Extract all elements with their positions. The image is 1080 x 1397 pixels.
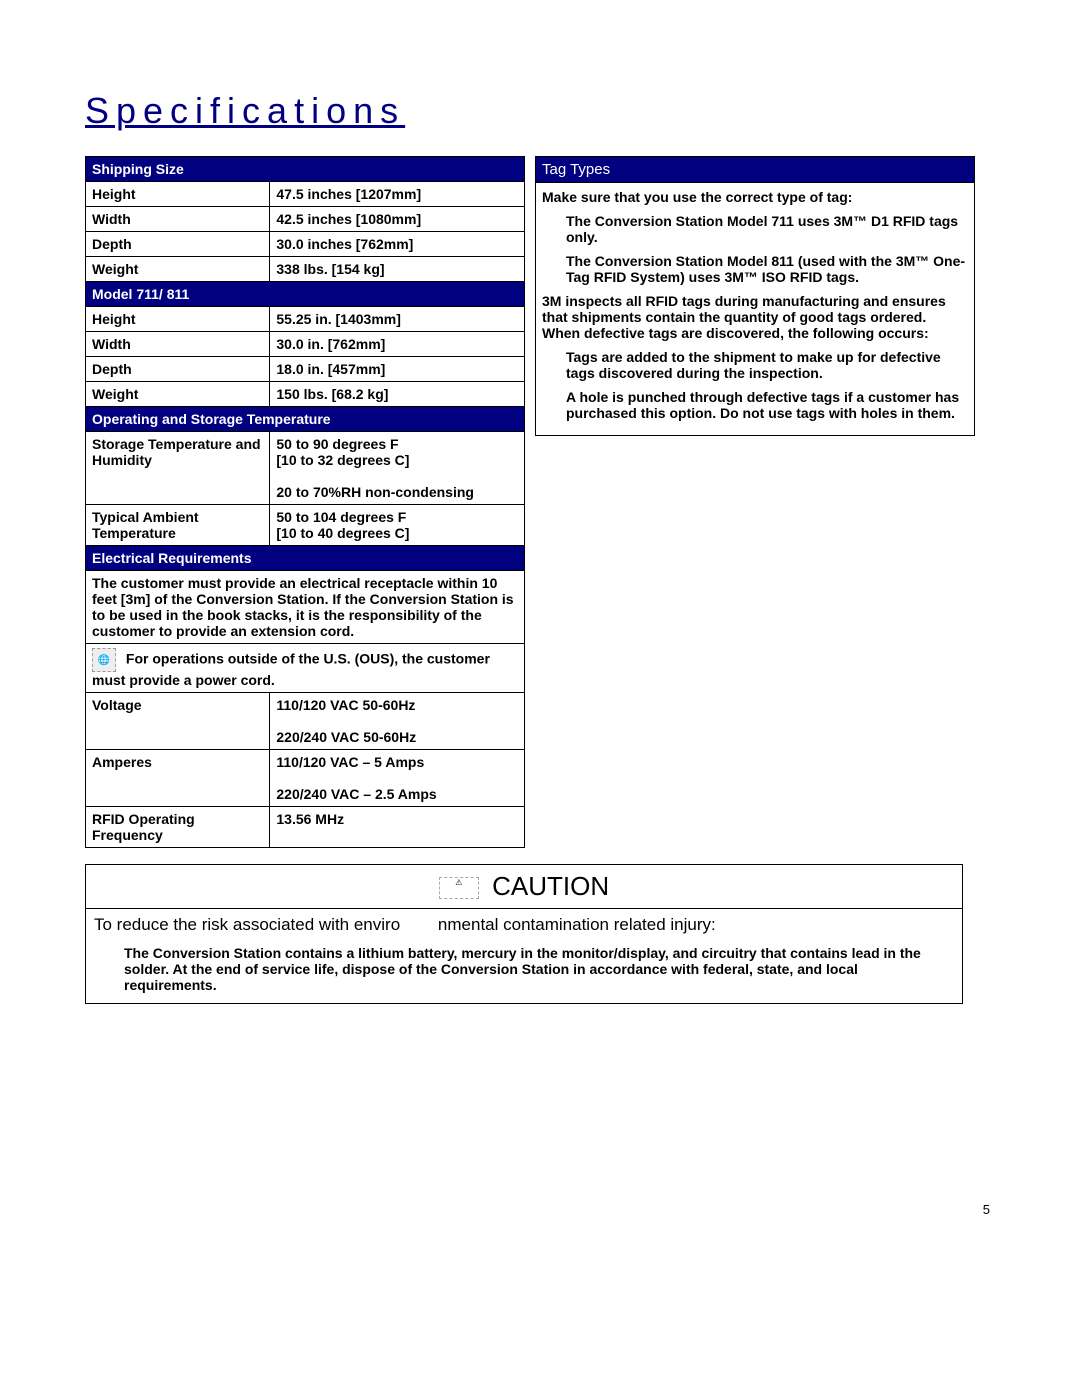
caution-body: To reduce the risk associated with envir… xyxy=(86,909,962,1003)
electrical-note-2: For operations outside of the U.S. (OUS)… xyxy=(92,651,490,688)
spec-label: Weight xyxy=(86,382,270,407)
table-row: The customer must provide an electrical … xyxy=(86,571,525,644)
spec-label: Depth xyxy=(86,357,270,382)
spec-value: 338 lbs. [154 kg] xyxy=(270,257,525,282)
caution-box: ⚠ CAUTION To reduce the risk associated … xyxy=(85,864,963,1004)
tag-p6: A hole is punched through defective tags… xyxy=(542,389,968,421)
section-header-temp: Operating and Storage Temperature xyxy=(86,407,525,432)
globe-icon: 🌐 xyxy=(92,648,116,672)
caution-lead: To reduce the risk associated with envir… xyxy=(94,915,954,935)
spec-label: Voltage xyxy=(86,693,270,750)
section-header-electrical: Electrical Requirements xyxy=(86,546,525,571)
table-row: Voltage110/120 VAC 50-60Hz 220/240 VAC 5… xyxy=(86,693,525,750)
spec-value: 50 to 104 degrees F [10 to 40 degrees C] xyxy=(270,505,525,546)
section-header-shipping: Shipping Size xyxy=(86,157,525,182)
tag-p5: Tags are added to the shipment to make u… xyxy=(542,349,968,381)
table-row: 🌐 For operations outside of the U.S. (OU… xyxy=(86,644,525,693)
table-row: Storage Temperature and Humidity50 to 90… xyxy=(86,432,525,505)
tag-p1: Make sure that you use the correct type … xyxy=(542,189,968,205)
spec-value: 50 to 90 degrees F [10 to 32 degrees C] … xyxy=(270,432,525,505)
table-row: Amperes110/120 VAC – 5 Amps 220/240 VAC … xyxy=(86,750,525,807)
right-column: Tag Types Make sure that you use the cor… xyxy=(535,156,975,848)
spec-label: Width xyxy=(86,332,270,357)
spec-value: 13.56 MHz xyxy=(270,807,525,848)
caution-header: ⚠ CAUTION xyxy=(86,865,962,909)
table-row: Width42.5 inches [1080mm] xyxy=(86,207,525,232)
spec-value: 30.0 in. [762mm] xyxy=(270,332,525,357)
table-row: Height47.5 inches [1207mm] xyxy=(86,182,525,207)
spec-value: 47.5 inches [1207mm] xyxy=(270,182,525,207)
table-row: Depth18.0 in. [457mm] xyxy=(86,357,525,382)
spec-value: 30.0 inches [762mm] xyxy=(270,232,525,257)
spec-columns: Shipping Size Height47.5 inches [1207mm]… xyxy=(85,156,995,848)
spec-label: Amperes xyxy=(86,750,270,807)
spec-label: RFID Operating Frequency xyxy=(86,807,270,848)
section-header-tagtypes: Tag Types xyxy=(535,156,975,183)
spec-table-left: Shipping Size Height47.5 inches [1207mm]… xyxy=(85,156,525,848)
spec-label: Weight xyxy=(86,257,270,282)
page-number: 5 xyxy=(983,1202,990,1217)
table-row: Depth30.0 inches [762mm] xyxy=(86,232,525,257)
table-row: RFID Operating Frequency13.56 MHz xyxy=(86,807,525,848)
caution-detail: The Conversion Station contains a lithiu… xyxy=(94,945,954,993)
table-row: Typical Ambient Temperature50 to 104 deg… xyxy=(86,505,525,546)
table-row: Height55.25 in. [1403mm] xyxy=(86,307,525,332)
spec-label: Width xyxy=(86,207,270,232)
spec-value: 110/120 VAC 50-60Hz 220/240 VAC 50-60Hz xyxy=(270,693,525,750)
table-row: Weight150 lbs. [68.2 kg] xyxy=(86,382,525,407)
electrical-note-2-row: 🌐 For operations outside of the U.S. (OU… xyxy=(86,644,525,693)
table-row: Width30.0 in. [762mm] xyxy=(86,332,525,357)
spec-value: 42.5 inches [1080mm] xyxy=(270,207,525,232)
spec-value: 110/120 VAC – 5 Amps 220/240 VAC – 2.5 A… xyxy=(270,750,525,807)
spec-label: Depth xyxy=(86,232,270,257)
left-column: Shipping Size Height47.5 inches [1207mm]… xyxy=(85,156,525,848)
spec-label: Height xyxy=(86,307,270,332)
tag-p2: The Conversion Station Model 711 uses 3M… xyxy=(542,213,968,245)
spec-value: 150 lbs. [68.2 kg] xyxy=(270,382,525,407)
page-title: Specifications xyxy=(85,90,995,132)
spec-value: 55.25 in. [1403mm] xyxy=(270,307,525,332)
tag-types-body: Make sure that you use the correct type … xyxy=(535,183,975,436)
spec-value: 18.0 in. [457mm] xyxy=(270,357,525,382)
tag-p4: 3M inspects all RFID tags during manufac… xyxy=(542,293,968,341)
section-header-model: Model 711/ 811 xyxy=(86,282,525,307)
tag-p3: The Conversion Station Model 811 (used w… xyxy=(542,253,968,285)
electrical-note-1: The customer must provide an electrical … xyxy=(86,571,525,644)
spec-label: Storage Temperature and Humidity xyxy=(86,432,270,505)
caution-title: CAUTION xyxy=(492,871,609,901)
table-row: Weight338 lbs. [154 kg] xyxy=(86,257,525,282)
caution-icon: ⚠ xyxy=(439,877,479,899)
spec-label: Typical Ambient Temperature xyxy=(86,505,270,546)
spec-label: Height xyxy=(86,182,270,207)
